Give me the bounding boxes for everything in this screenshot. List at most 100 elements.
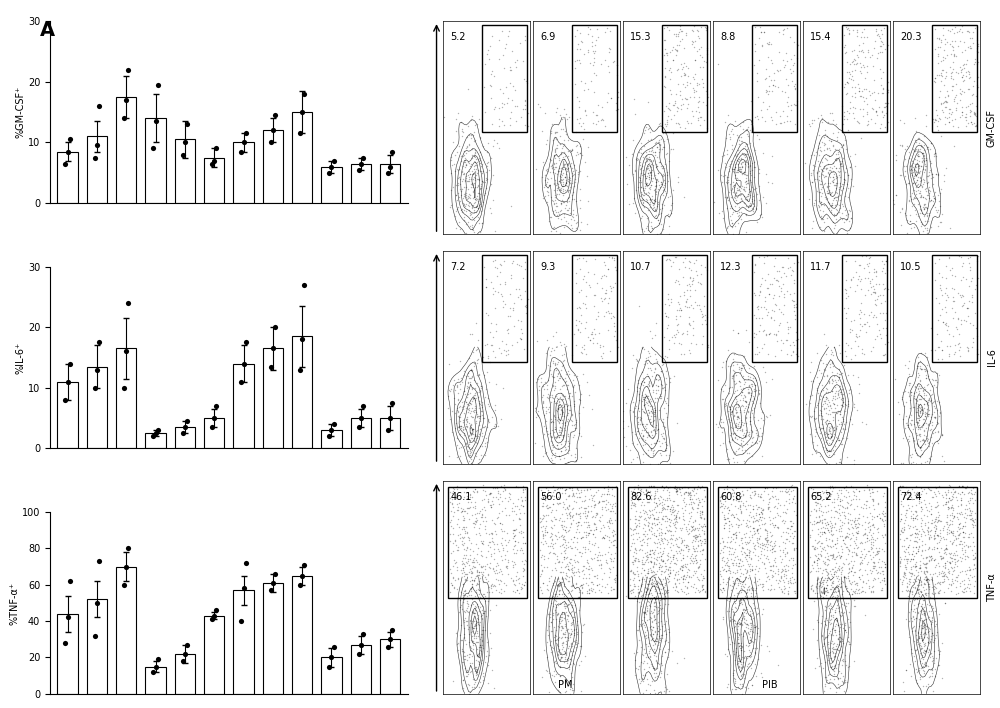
Point: [934, 64, 950, 76]
Point: [912, 673, 928, 685]
Point: [737, 563, 753, 574]
Point: [455, 423, 471, 434]
Point: [653, 551, 669, 562]
Point: [644, 576, 660, 588]
Point: [470, 173, 486, 185]
Point: [459, 568, 475, 579]
Point: [492, 489, 508, 500]
Point: [648, 635, 664, 646]
Point: [782, 574, 798, 586]
Point: [683, 299, 699, 310]
Point: [820, 553, 836, 564]
Point: [620, 420, 636, 431]
Point: [625, 135, 641, 146]
Point: [476, 501, 492, 513]
Point: [762, 585, 778, 596]
Point: [842, 383, 858, 394]
Point: [750, 527, 766, 539]
Point: [912, 375, 928, 386]
Point: [564, 671, 580, 683]
Point: [560, 542, 576, 553]
Point: [830, 678, 846, 690]
Point: [871, 508, 887, 520]
Point: [934, 553, 950, 564]
Point: [559, 509, 575, 520]
Text: 60.8: 60.8: [720, 491, 742, 502]
Point: [682, 280, 698, 292]
Point: [543, 212, 559, 223]
Point: [666, 28, 682, 40]
Point: [809, 185, 825, 197]
Point: [924, 587, 940, 598]
Point: [657, 81, 673, 93]
Point: [913, 161, 929, 172]
Point: [834, 530, 850, 542]
Bar: [380, 639, 400, 694]
Point: [908, 529, 924, 540]
Point: [646, 668, 662, 679]
Point: [474, 159, 490, 170]
Point: [918, 558, 934, 569]
Point: [825, 629, 841, 641]
Point: [917, 569, 933, 580]
Point: [876, 575, 892, 586]
Point: [505, 524, 521, 535]
Point: [934, 304, 950, 315]
Point: [446, 554, 462, 566]
Point: [730, 411, 746, 423]
Point: [685, 273, 701, 284]
Point: [925, 171, 941, 182]
Point: [756, 485, 772, 496]
Point: [639, 418, 655, 429]
Point: [811, 580, 827, 591]
Point: [478, 183, 494, 194]
Bar: [662, 25, 707, 132]
Point: [512, 520, 528, 531]
Point: [726, 181, 742, 193]
Point: [917, 498, 933, 510]
Point: [904, 586, 920, 597]
Point: [732, 189, 748, 200]
Point: [548, 668, 564, 680]
Bar: [482, 25, 527, 132]
Point: [921, 574, 937, 586]
Point: [292, 127, 308, 139]
Point: [457, 552, 473, 564]
Point: [634, 366, 650, 377]
Point: [827, 464, 843, 475]
Point: [577, 547, 593, 558]
Point: [917, 165, 933, 176]
Point: [564, 171, 580, 182]
Point: [646, 513, 662, 524]
Point: [960, 573, 976, 584]
Point: [776, 23, 792, 34]
Point: [665, 127, 681, 139]
Point: [384, 624, 400, 636]
Point: [945, 578, 961, 589]
Point: [294, 106, 310, 118]
Point: [547, 358, 563, 370]
Point: [568, 164, 584, 176]
Point: [637, 156, 653, 167]
Point: [512, 513, 528, 524]
Point: [738, 125, 754, 136]
Point: [910, 433, 926, 445]
Point: [575, 118, 591, 129]
Point: [919, 576, 935, 588]
Point: [644, 544, 660, 556]
Point: [535, 510, 551, 521]
Point: [628, 490, 644, 501]
Point: [625, 454, 641, 465]
Point: [589, 110, 605, 121]
Point: [638, 514, 654, 525]
Point: [589, 573, 605, 584]
Point: [559, 379, 575, 391]
Point: [960, 343, 976, 354]
Point: [689, 502, 705, 513]
Point: [820, 540, 836, 552]
Point: [911, 562, 927, 573]
Point: [621, 198, 637, 210]
Point: [642, 393, 658, 404]
Point: [506, 530, 522, 542]
Point: [562, 510, 578, 522]
